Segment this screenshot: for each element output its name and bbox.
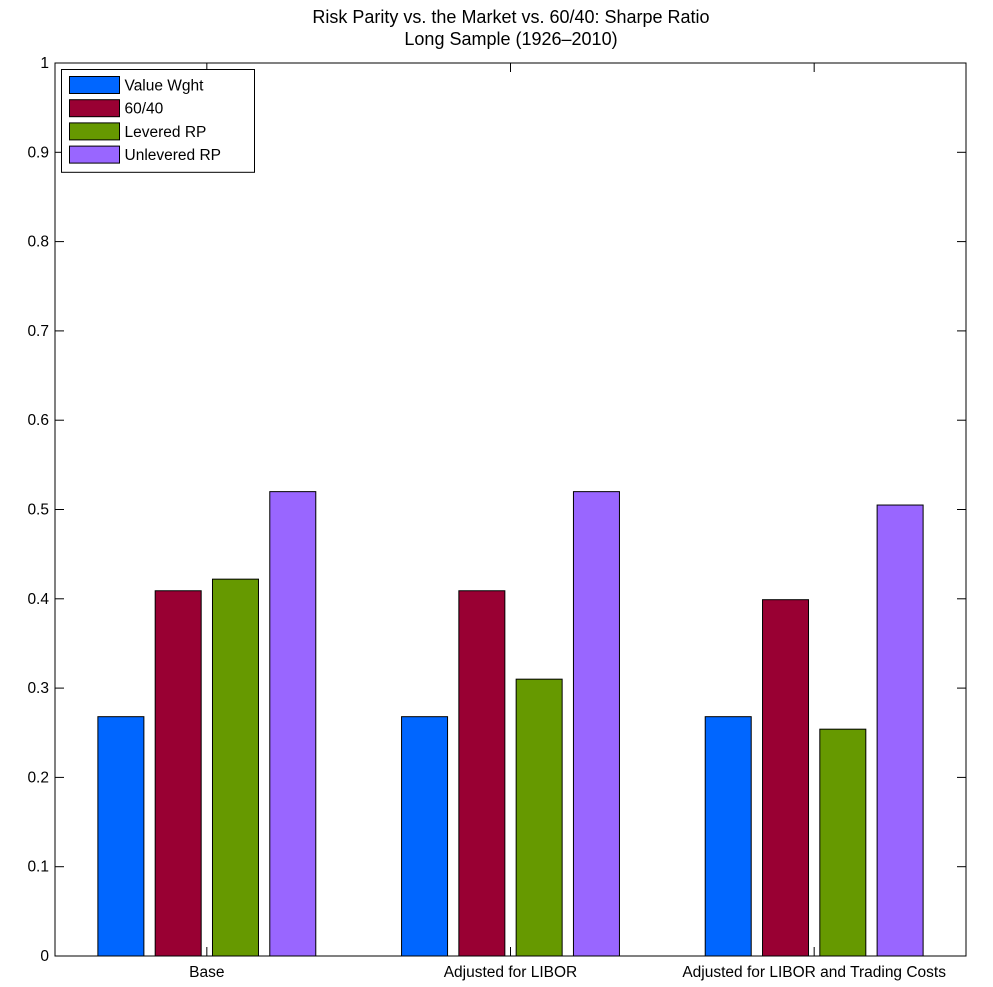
x-tick-label: Adjusted for LIBOR and Trading Costs: [682, 964, 946, 981]
bar-unlevered-rp-0: [269, 491, 317, 957]
legend-swatch: [69, 99, 120, 118]
bar-value-wght-1: [401, 716, 449, 957]
legend-label: Levered RP: [125, 124, 207, 141]
legend-label: Unlevered RP: [125, 147, 222, 164]
x-tick-label: Adjusted for LIBOR: [444, 964, 578, 981]
x-tick-label: Base: [189, 964, 224, 981]
y-tick-label: 0.3: [27, 680, 49, 697]
y-tick-label: 0.6: [27, 412, 49, 429]
y-tick-label: 0.9: [27, 144, 49, 161]
legend-label: Value Wght: [125, 78, 205, 95]
chart-subtitle: Long Sample (1926–2010): [404, 29, 617, 49]
bar-levered-rp-2: [819, 728, 867, 957]
bar-value-wght-0: [97, 716, 145, 957]
y-tick-label: 0.5: [27, 502, 49, 519]
legend-swatch: [69, 145, 120, 164]
bar-60-40-1: [458, 590, 506, 957]
y-tick-label: 0.1: [27, 859, 49, 876]
legend-swatch: [69, 76, 120, 94]
y-tick-label: 1: [40, 55, 49, 72]
bar-value-wght-2: [704, 716, 752, 957]
bar-60-40-2: [762, 599, 810, 957]
legend: Value Wght 60/40 Levered RP Unlevered RP: [61, 69, 255, 173]
bar-60-40-0: [154, 590, 202, 957]
chart-title: Risk Parity vs. the Market vs. 60/40: Sh…: [312, 7, 709, 27]
bar-levered-rp-1: [515, 678, 563, 957]
y-tick-label: 0.2: [27, 769, 49, 786]
y-tick-label: 0.4: [27, 591, 49, 608]
y-tick-label: 0.7: [27, 323, 49, 340]
legend-swatch: [69, 122, 120, 141]
plot-area: 0 0.1 0.2 0.3 0.4 0.5 0.6 0.7 0.8 0.9 1 Base Adjuste…: [27, 55, 967, 981]
bar-unlevered-rp-1: [572, 491, 620, 957]
y-tick-label: 0.8: [27, 234, 49, 251]
bar-unlevered-rp-2: [876, 504, 924, 957]
y-tick-label: 0: [40, 948, 49, 965]
legend-label: 60/40: [125, 101, 164, 118]
bar-levered-rp-0: [211, 578, 259, 957]
